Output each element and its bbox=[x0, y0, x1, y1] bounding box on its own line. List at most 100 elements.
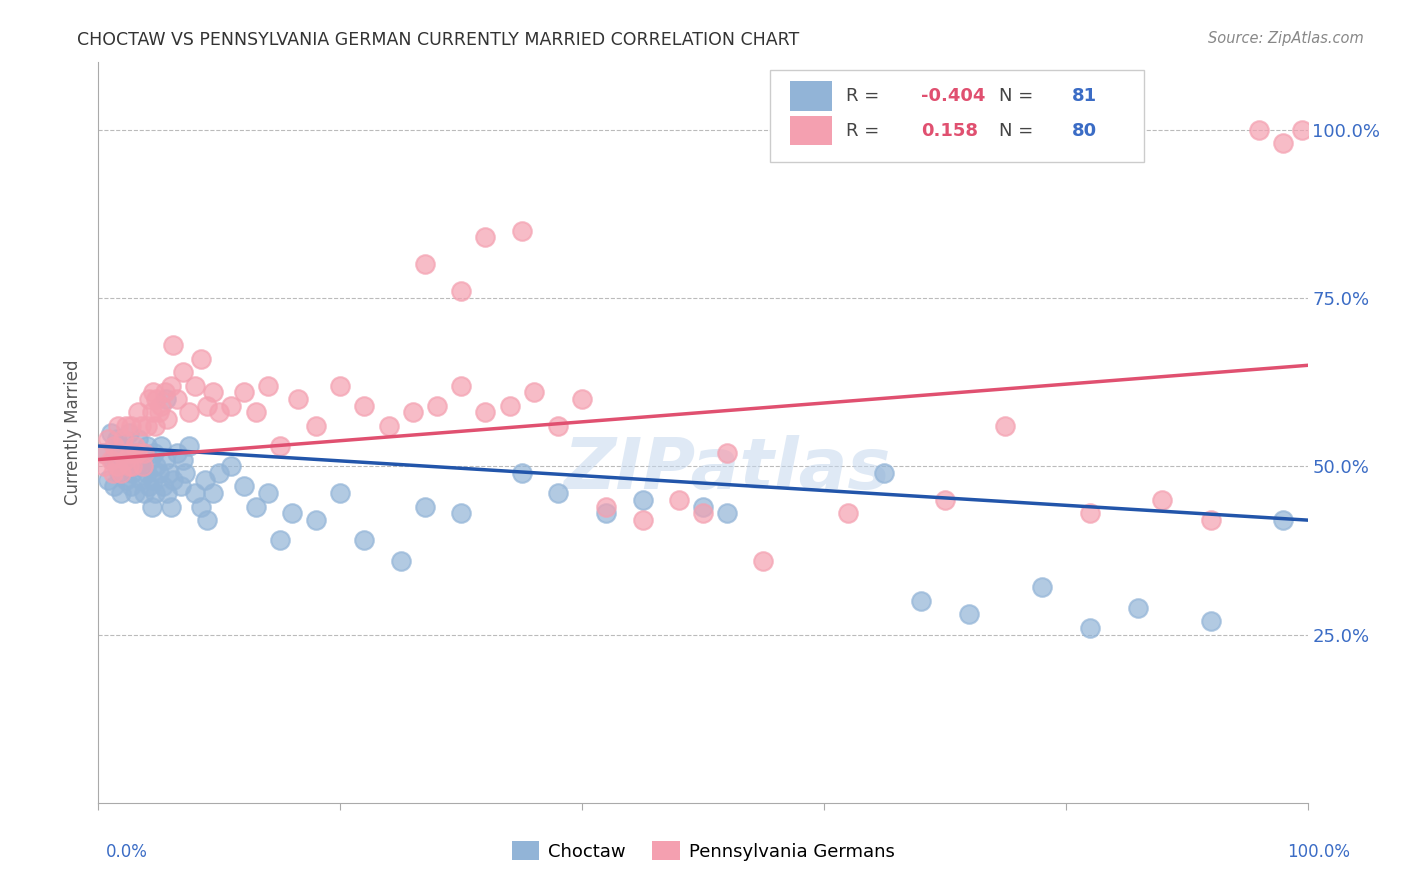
Point bbox=[127, 459, 149, 474]
Text: N =: N = bbox=[1000, 121, 1033, 139]
Point bbox=[547, 418, 569, 433]
Point bbox=[160, 500, 183, 514]
Point bbox=[752, 553, 775, 567]
Point bbox=[232, 385, 254, 400]
Point bbox=[510, 224, 533, 238]
Point bbox=[143, 486, 166, 500]
Point bbox=[994, 418, 1017, 433]
Point bbox=[1078, 507, 1101, 521]
Point bbox=[523, 385, 546, 400]
Point bbox=[179, 439, 201, 453]
Point bbox=[124, 486, 146, 500]
Point bbox=[138, 479, 160, 493]
Text: R =: R = bbox=[845, 121, 879, 139]
Point bbox=[305, 418, 328, 433]
Point bbox=[353, 533, 375, 548]
Point bbox=[1152, 492, 1174, 507]
Point bbox=[837, 507, 859, 521]
Point bbox=[510, 466, 533, 480]
Point bbox=[143, 418, 166, 433]
Point bbox=[107, 418, 129, 433]
Point bbox=[281, 507, 304, 521]
Point bbox=[716, 507, 738, 521]
Point bbox=[155, 392, 177, 406]
Point bbox=[131, 459, 153, 474]
Point bbox=[245, 405, 267, 419]
Point bbox=[256, 486, 278, 500]
Point bbox=[105, 433, 128, 447]
Point bbox=[120, 418, 142, 433]
Point bbox=[329, 486, 352, 500]
Point bbox=[120, 479, 142, 493]
Point bbox=[595, 500, 617, 514]
Point bbox=[121, 466, 143, 480]
Point bbox=[716, 446, 738, 460]
Point bbox=[93, 446, 115, 460]
Point bbox=[287, 392, 309, 406]
Point bbox=[195, 513, 218, 527]
Point bbox=[1249, 122, 1271, 136]
Point bbox=[195, 399, 218, 413]
Point bbox=[111, 433, 134, 447]
Point bbox=[111, 459, 134, 474]
Point bbox=[166, 392, 188, 406]
Point bbox=[1199, 614, 1222, 628]
Point bbox=[127, 405, 149, 419]
Point bbox=[129, 473, 152, 487]
Point bbox=[127, 446, 149, 460]
Point bbox=[91, 446, 114, 460]
Point bbox=[934, 492, 956, 507]
Point bbox=[118, 446, 141, 460]
Point bbox=[110, 466, 132, 480]
Point bbox=[141, 500, 163, 514]
Point bbox=[221, 399, 243, 413]
Point bbox=[256, 378, 278, 392]
Point bbox=[134, 486, 156, 500]
Point bbox=[105, 459, 128, 474]
Point bbox=[668, 492, 690, 507]
Bar bbox=[790, 116, 832, 145]
Point bbox=[152, 479, 174, 493]
Point bbox=[157, 466, 180, 480]
Point bbox=[172, 452, 194, 467]
Bar bbox=[790, 81, 832, 111]
Text: CHOCTAW VS PENNSYLVANIA GERMAN CURRENTLY MARRIED CORRELATION CHART: CHOCTAW VS PENNSYLVANIA GERMAN CURRENTLY… bbox=[77, 31, 800, 49]
Point bbox=[115, 418, 138, 433]
Point bbox=[118, 425, 141, 440]
Point bbox=[1128, 600, 1150, 615]
Text: 0.158: 0.158 bbox=[921, 121, 977, 139]
Point bbox=[474, 230, 496, 244]
Text: 81: 81 bbox=[1071, 87, 1097, 104]
Point bbox=[1199, 513, 1222, 527]
Point bbox=[156, 486, 179, 500]
Point bbox=[1291, 122, 1313, 136]
Point bbox=[957, 607, 980, 622]
Point bbox=[413, 257, 436, 271]
Point bbox=[135, 418, 157, 433]
Point bbox=[127, 433, 149, 447]
Point bbox=[150, 399, 173, 413]
Point bbox=[148, 466, 170, 480]
Text: R =: R = bbox=[845, 87, 879, 104]
Legend: Choctaw, Pennsylvania Germans: Choctaw, Pennsylvania Germans bbox=[505, 834, 901, 868]
Text: 80: 80 bbox=[1071, 121, 1097, 139]
Point bbox=[329, 378, 352, 392]
Point bbox=[124, 446, 146, 460]
Point bbox=[547, 486, 569, 500]
Point bbox=[202, 385, 225, 400]
Point bbox=[160, 378, 183, 392]
Point bbox=[97, 433, 120, 447]
Point bbox=[194, 473, 217, 487]
Point bbox=[132, 459, 155, 474]
Point bbox=[377, 418, 399, 433]
Point bbox=[166, 446, 188, 460]
Point bbox=[148, 405, 170, 419]
Point bbox=[105, 459, 128, 474]
Point bbox=[101, 466, 124, 480]
Point bbox=[135, 439, 157, 453]
Point bbox=[353, 399, 375, 413]
Point bbox=[184, 486, 207, 500]
Point bbox=[190, 500, 212, 514]
Point bbox=[873, 466, 896, 480]
Point bbox=[202, 486, 225, 500]
